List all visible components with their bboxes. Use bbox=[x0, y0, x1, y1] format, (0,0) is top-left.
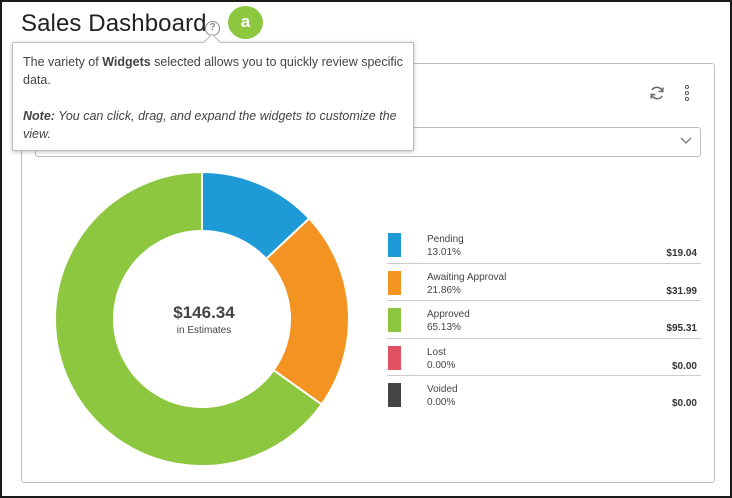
legend-swatch bbox=[388, 345, 401, 370]
legend-amount: $0.00 bbox=[671, 398, 697, 409]
legend-label: Voided bbox=[427, 384, 458, 395]
legend-label: Pending bbox=[427, 234, 464, 245]
legend-percent: 21.86% bbox=[427, 284, 461, 296]
legend-item[interactable]: Pending 13.01% $19.04 bbox=[387, 226, 701, 264]
more-vertical-icon[interactable] bbox=[684, 85, 690, 101]
legend-amount: $95.31 bbox=[666, 323, 697, 334]
legend-percent: 65.13% bbox=[427, 322, 461, 333]
legend-percent: 0.00% bbox=[427, 359, 456, 371]
legend-label: Lost bbox=[427, 346, 446, 358]
legend-swatch bbox=[388, 270, 401, 295]
estimates-donut-chart bbox=[55, 172, 349, 466]
tooltip-line1: The variety of Widgets selected allows y… bbox=[23, 55, 403, 87]
legend-item[interactable]: Awaiting Approval 21.86% $31.99 bbox=[387, 264, 701, 301]
legend-percent: 0.00% bbox=[427, 397, 456, 408]
tooltip-note: Note: You can click, drag, and expand th… bbox=[23, 109, 397, 141]
legend-amount: $19.04 bbox=[666, 248, 697, 259]
legend-amount: $0.00 bbox=[671, 360, 697, 372]
legend-percent: 13.01% bbox=[427, 247, 461, 258]
callout-badge: a bbox=[228, 6, 263, 39]
legend-amount: $31.99 bbox=[666, 285, 697, 297]
chevron-down-icon[interactable] bbox=[680, 137, 692, 145]
legend-swatch bbox=[388, 233, 401, 257]
widgets-tooltip: The variety of Widgets selected allows y… bbox=[12, 33, 414, 151]
donut-center-amount: $146.34 bbox=[173, 303, 235, 322]
refresh-icon[interactable] bbox=[649, 85, 665, 101]
donut-center-label: in Estimates bbox=[176, 325, 232, 336]
chart-legend: Pending 13.01% $19.04 Awaiting Approval … bbox=[387, 226, 701, 414]
page-title: Sales Dashboard bbox=[21, 10, 207, 37]
legend-item[interactable]: Approved 65.13% $95.31 bbox=[387, 301, 701, 339]
legend-item[interactable]: Lost 0.00% $0.00 bbox=[387, 339, 701, 376]
legend-label: Approved bbox=[427, 309, 470, 320]
legend-swatch bbox=[388, 383, 401, 407]
donut-slice-approved[interactable] bbox=[55, 172, 324, 466]
legend-label: Awaiting Approval bbox=[427, 271, 507, 283]
legend-swatch bbox=[388, 308, 401, 332]
legend-item[interactable]: Voided 0.00% $0.00 bbox=[387, 376, 701, 414]
